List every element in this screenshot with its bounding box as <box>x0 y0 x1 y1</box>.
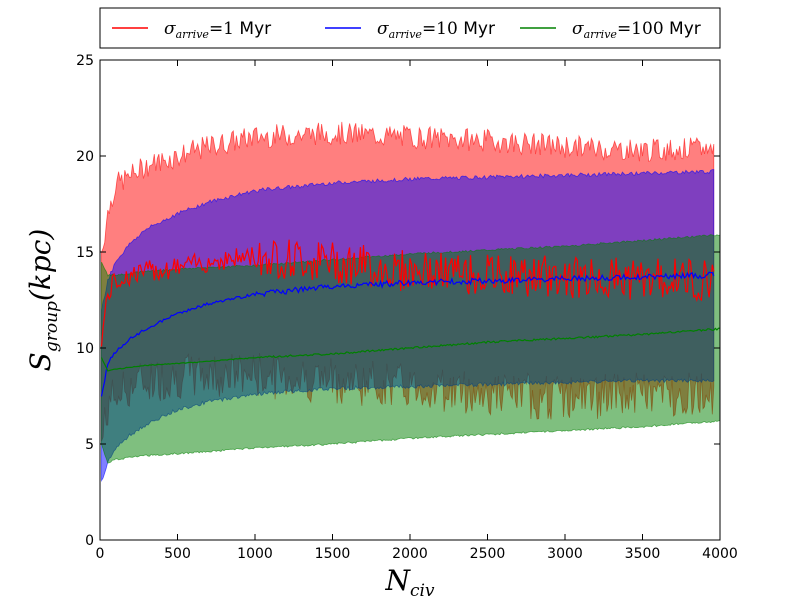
legend-box <box>99 7 721 49</box>
x-axis-label: Nciv <box>384 564 434 600</box>
y-tick-label: 5 <box>85 437 94 453</box>
y-tick-label: 0 <box>85 533 94 549</box>
y-axis-label: Sgroup(kpc) <box>24 229 62 372</box>
y-tick-label: 10 <box>76 341 94 357</box>
x-tick-label: 3500 <box>625 546 661 562</box>
legend-label-1: σarrive=1 Myr <box>164 19 271 41</box>
legend-label-2: σarrive=10 Myr <box>377 19 495 41</box>
x-tick-label: 3000 <box>547 546 583 562</box>
x-axis-ticks: 0 500 1000 1500 2000 2500 3000 3500 4000 <box>96 60 738 562</box>
mean-line-1 <box>100 239 715 347</box>
y-tick-label: 20 <box>76 149 94 165</box>
x-tick-label: 0 <box>96 546 105 562</box>
y-tick-label: 25 <box>76 53 94 69</box>
mean-line-3 <box>100 327 720 372</box>
x-tick-label: 1000 <box>237 546 273 562</box>
x-tick-label: 1500 <box>315 546 351 562</box>
x-tick-label: 500 <box>164 546 191 562</box>
mean-line-2 <box>100 271 715 397</box>
confidence-bands <box>101 121 720 483</box>
x-tick-label: 2500 <box>470 546 506 562</box>
x-tick-label: 4000 <box>702 546 738 562</box>
mean-lines <box>100 239 720 397</box>
legend: σarrive=1 Myr σarrive=10 Myr σarrive=100 M… <box>99 7 721 49</box>
x-tick-label: 2000 <box>392 546 428 562</box>
y-tick-label: 15 <box>76 245 94 261</box>
legend-label-3: σarrive=100 Myr <box>572 19 701 41</box>
y-axis-ticks: 0 5 10 15 20 25 <box>76 53 720 549</box>
